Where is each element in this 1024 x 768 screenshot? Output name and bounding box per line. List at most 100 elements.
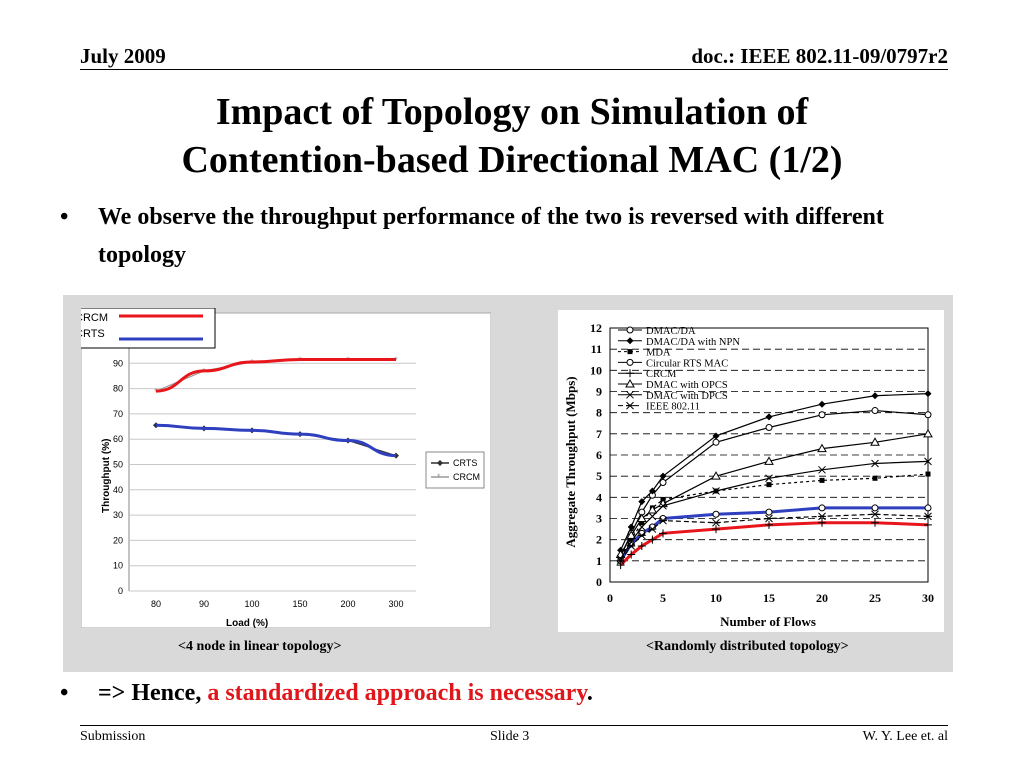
right-series-point (712, 510, 720, 518)
right-series (615, 390, 933, 570)
right-series-point (818, 411, 826, 419)
right-series-point (871, 407, 879, 415)
left-y-tick-label: 0 (118, 586, 123, 596)
right-series-point (924, 390, 932, 398)
right-legend-marker (626, 390, 634, 399)
right-series-point (648, 512, 657, 521)
title-line-2: Contention-based Directional MAC (1/2) (181, 139, 843, 181)
right-y-tick-label: 9 (596, 385, 602, 399)
right-y-tick-label: 0 (596, 575, 602, 589)
left-crcm-highlight-line (155, 358, 396, 393)
right-series-line (620, 513, 929, 562)
right-series-point (648, 487, 656, 495)
right-series-point (637, 542, 646, 551)
footer-slide-number: Slide 3 (490, 729, 530, 744)
left-x-tick-label: 200 (340, 599, 355, 609)
right-series-point (924, 520, 932, 529)
right-series-point (628, 537, 634, 543)
left-x-tick-label: 80 (151, 599, 161, 609)
linear-topology-chart: 0 10 20 30 40 50 60 70 80 90 80 90 100 150 200 300 * * *… (81, 308, 491, 628)
legend-crts-marker (437, 460, 443, 466)
bullet-dot: • (60, 680, 69, 706)
right-legend-marker (627, 349, 633, 355)
right-series-point (924, 457, 932, 466)
right-series-point (712, 525, 720, 534)
right-series-point (871, 518, 879, 527)
right-series-point (712, 438, 720, 446)
left-y-tick-label: 30 (113, 510, 123, 520)
left-y-label: Throughput (%) (101, 439, 112, 513)
left-crcm-point: * (346, 356, 350, 367)
right-y-tick-label: 10 (590, 363, 602, 377)
right-series-point (872, 475, 878, 481)
left-crts-highlight-line (155, 423, 397, 458)
right-series-point (765, 508, 773, 516)
right-series-point (659, 529, 667, 538)
left-y-tick-label: 90 (113, 358, 123, 368)
right-series-line (620, 409, 929, 557)
right-plot-frame (609, 327, 929, 583)
bullet-2-text: => Hence, a standardized approach is nec… (98, 680, 593, 707)
right-series-point (638, 498, 646, 506)
legend-crcm-marker: * (437, 472, 441, 482)
right-series-point (765, 514, 773, 523)
left-crcm-point: * (154, 387, 158, 398)
bullet-2-prefix: => Hence, (98, 680, 208, 706)
right-series-point (636, 513, 647, 522)
slide-title: Impact of Topology on Simulation of Cont… (60, 88, 964, 184)
legend-crts-label: CRTS (453, 458, 477, 468)
right-y-tick-label: 7 (596, 427, 602, 441)
left-y-tick-label: 80 (113, 384, 123, 394)
right-series-point (659, 479, 667, 487)
right-series-point (616, 561, 625, 570)
right-legend-marker (625, 378, 635, 388)
right-x-tick-label: 0 (607, 591, 613, 605)
right-series-point (817, 443, 827, 453)
right-x-tick-label: 10 (710, 591, 722, 605)
right-legend-label: DMAC/DA with NPN (646, 337, 740, 348)
right-series-point (766, 482, 772, 488)
left-y-tick-label: 20 (113, 535, 123, 545)
right-series-line (620, 433, 929, 555)
right-series-point (639, 520, 645, 526)
left-crcm-point: * (394, 356, 398, 367)
right-series-point (765, 474, 773, 483)
right-series-point (712, 487, 720, 495)
left-crcm-point: * (202, 367, 206, 378)
chart-bg (558, 310, 944, 632)
right-y-tick-label: 12 (590, 321, 602, 335)
left-x-label: Load (%) (226, 618, 268, 628)
right-legend-label: Circular RTS MAC (646, 358, 728, 369)
right-series-point (924, 504, 932, 512)
footer-rule (80, 725, 948, 726)
right-series-point (637, 531, 646, 540)
right-x-tick-label: 5 (660, 591, 666, 605)
right-series-point (626, 530, 637, 539)
right-series-line (620, 393, 929, 551)
left-grid (128, 338, 416, 592)
left-x-tick-label: 300 (388, 599, 403, 609)
right-series-point (627, 523, 635, 531)
right-series-point (818, 518, 826, 527)
right-series-point (925, 471, 931, 477)
caption-random-topology: <Randomly distributed topology> (646, 639, 849, 654)
right-x-tick-label: 30 (922, 591, 934, 605)
overlay-legend-crcm: CRCM (81, 312, 108, 324)
right-series-point (870, 437, 880, 446)
right-series-point (765, 520, 773, 529)
footer-authors: W. Y. Lee et. al (862, 729, 948, 744)
right-series-point (659, 501, 667, 510)
right-series-point (818, 504, 826, 512)
right-series-point (627, 550, 636, 559)
left-x-tick-label: 100 (244, 599, 259, 609)
left-y-tick-label: 40 (113, 485, 123, 495)
bullet-dot: • (60, 204, 69, 230)
bullet-2-suffix: . (586, 680, 593, 706)
right-y-tick-label: 11 (591, 342, 602, 356)
right-series-point (648, 535, 657, 544)
legend-box (425, 451, 485, 489)
right-legend-label: CRCM (646, 369, 677, 380)
